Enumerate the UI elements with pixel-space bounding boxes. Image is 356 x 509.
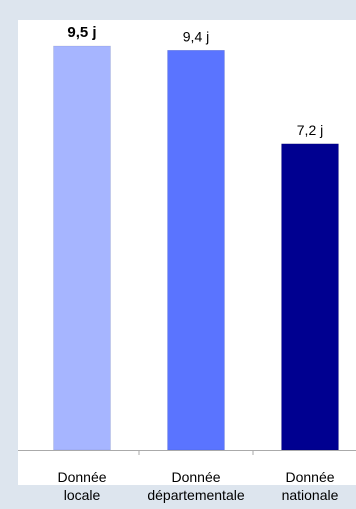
x-tick-label-3: Donnée nationale xyxy=(282,469,339,503)
bars-group xyxy=(53,45,339,451)
bar-3 xyxy=(281,143,339,451)
x-tick-labels-group: Donnée locale Donnée départementale Donnée na… xyxy=(57,450,339,503)
data-labels-group: 9,5 j 9,4 j 7,2 j xyxy=(67,24,323,138)
bar-2 xyxy=(167,50,225,451)
bar-1 xyxy=(53,45,111,451)
data-label-3: 7,2 j xyxy=(297,122,323,138)
data-label-1: 9,5 j xyxy=(67,24,96,41)
x-tick-label-1: Donnée locale xyxy=(57,469,106,503)
data-label-2: 9,4 j xyxy=(183,28,209,44)
x-tick-label-2: Donnée départementale xyxy=(147,469,245,503)
